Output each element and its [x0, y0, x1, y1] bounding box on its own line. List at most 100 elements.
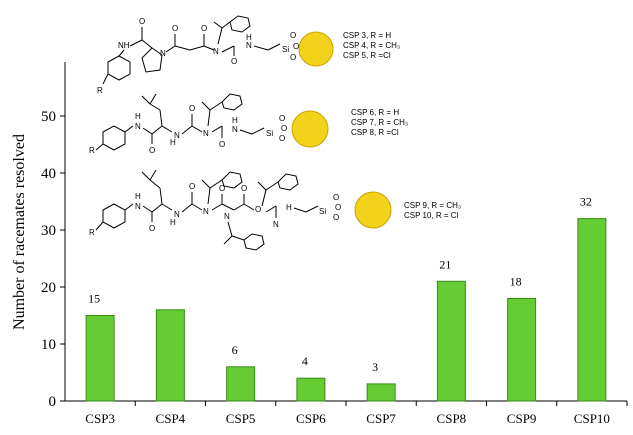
y-tick-label: 30 [41, 223, 56, 239]
x-tick-label: CSP3 [85, 411, 115, 426]
atom-label: O [189, 182, 195, 191]
atom-label: H [135, 192, 141, 201]
x-tick-labels: CSP3 CSP4 CSP5 CSP6 CSP7 CSP8 CSP9 CSP10 [85, 401, 628, 426]
atom-label: O [335, 203, 341, 212]
atom-label: N [232, 125, 238, 134]
atom-label: O [219, 184, 225, 193]
structure-label: CSP 9, R = CH₃ [404, 201, 461, 210]
atom-label: N [203, 207, 209, 216]
data-label: 15 [88, 292, 100, 306]
atom-label: H [232, 116, 238, 125]
atom-label: R [97, 86, 103, 95]
data-labels: 15 6 4 3 21 18 32 [88, 195, 592, 374]
silica-particle [298, 31, 334, 67]
phenyl-ring [229, 15, 251, 33]
structure-label: CSP 5, R =Cl [343, 51, 391, 60]
bar-csp8 [436, 280, 466, 402]
data-label: 32 [580, 195, 592, 209]
phenyl-ring [221, 93, 243, 111]
structure-2: R H N O H N O N O N H Si O O O CSP [89, 93, 408, 155]
atom-label: H [170, 218, 176, 227]
atom-label: N [246, 41, 252, 50]
atom-label: H [246, 33, 252, 42]
structure-label: CSP 3, R = H [343, 31, 391, 40]
atom-label: R [89, 228, 95, 237]
atom-label: O [149, 224, 155, 233]
atom-label: Si [266, 129, 273, 138]
atom-label: O [333, 213, 339, 222]
atom-label: O [172, 24, 178, 33]
bars [85, 218, 607, 402]
structure-3: R H N O H N O N O O N O [89, 169, 461, 251]
data-label: 3 [372, 360, 378, 374]
y-tick-label: 0 [49, 394, 57, 410]
bar-csp4 [155, 309, 185, 402]
atom-label: O [219, 140, 225, 149]
structure-label: CSP 8, R =Cl [351, 128, 399, 137]
bar-csp3 [85, 315, 115, 402]
structure-label: CSP 7, R = CH₃ [351, 118, 408, 127]
bar-csp5 [226, 366, 256, 402]
y-tick-label: 10 [41, 337, 56, 353]
atom-label: H [135, 112, 141, 121]
bar-csp9 [507, 297, 537, 402]
bar-csp6 [296, 377, 326, 402]
atom-label: R [89, 146, 95, 155]
atom-label: O [189, 104, 195, 113]
phenyl-ring [221, 171, 243, 189]
data-label: 18 [510, 274, 522, 288]
x-tick-label: CSP9 [507, 411, 537, 426]
atom-label: N [174, 131, 180, 140]
y-tick-label: 20 [41, 280, 56, 296]
atom-label: O [255, 205, 261, 214]
bar-csp10 [577, 218, 607, 402]
atom-label: N [273, 220, 279, 229]
pyrrolidine-ring [141, 47, 163, 73]
atom-label: H [286, 203, 292, 212]
structure-label: CSP 10, R = Cl [404, 211, 459, 220]
aryl-ring [102, 125, 126, 151]
atom-label: O [281, 124, 287, 133]
y-ticks: 0 10 20 30 40 50 [41, 109, 65, 410]
atom-label: O [241, 184, 247, 193]
atom-label: O [333, 193, 339, 202]
atom-label: NH [118, 41, 130, 50]
atom-label: O [293, 42, 299, 51]
atom-label: N [135, 122, 141, 131]
atom-label: O [149, 146, 155, 155]
y-axis-label: Number of racemates resolved [11, 134, 28, 330]
atom-label: O [290, 31, 296, 40]
structure-1: NH O N O R O N O N H Si O O O CSP 3, R =… [97, 15, 400, 95]
aryl-ring [107, 55, 131, 81]
atom-label: O [139, 17, 145, 26]
x-tick-label: CSP10 [574, 411, 610, 426]
atom-label: O [231, 57, 237, 66]
aryl-ring [102, 203, 126, 229]
atom-label: N [174, 210, 180, 219]
atom-label: N [224, 212, 230, 221]
phenyl-ring [277, 173, 299, 191]
x-tick-label: CSP6 [296, 411, 326, 426]
y-tick-label: 50 [41, 109, 56, 125]
atom-label: O [290, 53, 296, 62]
x-tick-label: CSP8 [437, 411, 467, 426]
y-tick-label: 40 [41, 166, 56, 182]
atom-label: Si [282, 45, 289, 54]
atom-label: O [279, 134, 285, 143]
data-label: 6 [232, 343, 238, 357]
x-tick-label: CSP7 [366, 411, 396, 426]
silica-particle [354, 191, 392, 229]
atom-label: N [213, 47, 219, 56]
atom-label: O [201, 24, 207, 33]
data-label: 21 [439, 257, 451, 271]
x-tick-label: CSP4 [156, 411, 186, 426]
atom-label: O [279, 114, 285, 123]
silica-particle [291, 110, 329, 148]
atom-label: N [160, 49, 166, 58]
x-tick-label: CSP5 [226, 411, 256, 426]
structure-label: CSP 6, R = H [351, 108, 399, 117]
atom-label: N [203, 129, 209, 138]
structure-label: CSP 4, R = CH₃ [343, 41, 400, 50]
atom-label: N [135, 202, 141, 211]
